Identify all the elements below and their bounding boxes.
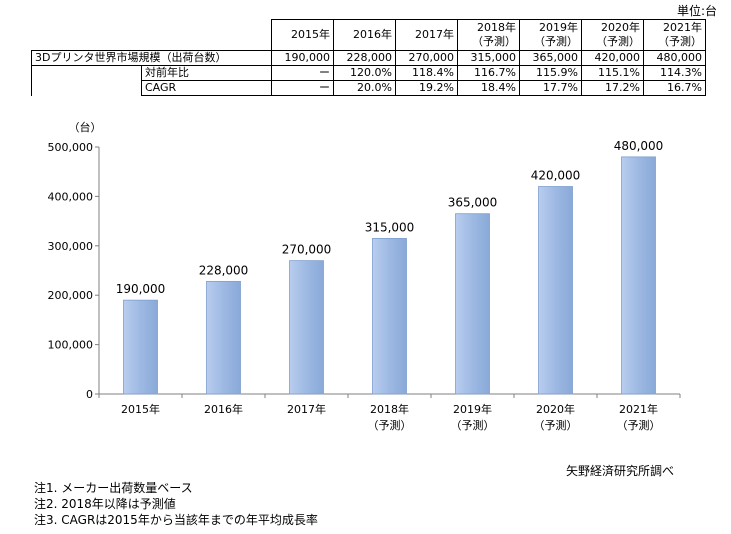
x-tick-label: 2021年 xyxy=(619,402,658,416)
table-cell: 120.0% xyxy=(333,65,396,81)
bar xyxy=(123,299,158,395)
table-row: CAGR ー 20.0% 19.2% 18.4% 17.7% 17.2% 16.… xyxy=(32,80,706,96)
x-tick-label: （予測） xyxy=(368,418,412,432)
table-cell: ー xyxy=(271,80,334,96)
y-axis-unit-label: （台） xyxy=(69,120,102,134)
bar xyxy=(455,213,490,395)
x-tick-label: 2015年 xyxy=(121,402,160,416)
data-label: 480,000 xyxy=(614,139,664,153)
table-cell: 16.7% xyxy=(643,80,706,96)
table-header-cell: 2015年 xyxy=(271,19,334,51)
table-header-cell: 2019年 （予測） xyxy=(519,19,582,51)
x-tick-label: 2020年 xyxy=(536,402,575,416)
table-header-cell: 2021年 （予測） xyxy=(643,19,706,51)
table-cell: 18.4% xyxy=(457,80,520,96)
x-tick-label: （予測） xyxy=(451,418,495,432)
note-1: 注1. メーカー出荷数量ベース xyxy=(34,481,193,495)
bar xyxy=(538,186,573,395)
y-tick-label: 300,000 xyxy=(48,240,94,253)
table-cell: 17.7% xyxy=(519,80,582,96)
y-tick-label: 0 xyxy=(86,388,93,401)
x-tick-label: （予測） xyxy=(617,418,661,432)
row-label: 3Dプリンタ世界市場規模（出荷台数） xyxy=(31,50,272,66)
data-label: 315,000 xyxy=(365,220,415,234)
bar xyxy=(206,280,241,395)
x-tick-label: 2016年 xyxy=(204,402,243,416)
y-tick-label: 400,000 xyxy=(48,190,94,203)
table-header-cell: 2016年 xyxy=(333,19,396,51)
x-tick-label: 2018年 xyxy=(370,402,409,416)
notes: 注1. メーカー出荷数量ベース 注2. 2018年以降は予測値 注3. CAGR… xyxy=(34,480,318,528)
data-label: 270,000 xyxy=(282,243,332,257)
x-tick-label: 2017年 xyxy=(287,402,326,416)
table-header-cell: 2020年 （予測） xyxy=(581,19,644,51)
table-cell: 116.7% xyxy=(457,65,520,81)
y-tick-label: 100,000 xyxy=(48,339,94,352)
row-indent xyxy=(31,65,142,96)
table-cell: 115.9% xyxy=(519,65,582,81)
source-credit: 矢野経済研究所調べ xyxy=(566,464,675,478)
table-header-row: 2015年 2016年 2017年 2018年 （予測） 2019年 （予測） 20… xyxy=(31,19,706,51)
x-tick-label: （予測） xyxy=(534,418,578,432)
table-row: 3Dプリンタ世界市場規模（出荷台数） 190,000 228,000 270,0… xyxy=(31,50,706,66)
unit-label: 単位:台 xyxy=(676,4,717,18)
table-cell: 270,000 xyxy=(395,50,458,66)
bar xyxy=(372,237,407,395)
market-size-table: 2015年 2016年 2017年 2018年 （予測） 2019年 （予測） 20… xyxy=(31,19,706,96)
table-row: 対前年比 ー 120.0% 118.4% 116.7% 115.9% 115.1… xyxy=(31,65,706,96)
note-3: 注3. CAGRは2015年から当該年までの年平均成長率 xyxy=(34,513,318,527)
bar xyxy=(621,156,656,395)
y-tick-label: 200,000 xyxy=(48,289,94,302)
table-cell: 114.3% xyxy=(643,65,706,81)
table-cell: 20.0% xyxy=(333,80,396,96)
y-tick-label: 500,000 xyxy=(48,141,94,154)
x-tick-label: 2019年 xyxy=(453,402,492,416)
data-label: 365,000 xyxy=(448,196,498,210)
bar xyxy=(289,260,324,395)
data-label: 228,000 xyxy=(199,263,249,277)
table-header-cell: 2018年 （予測） xyxy=(457,19,520,51)
data-label: 420,000 xyxy=(531,169,581,183)
table-cell: 17.2% xyxy=(581,80,644,96)
table-cell: 315,000 xyxy=(457,50,520,66)
note-2: 注2. 2018年以降は予測値 xyxy=(34,497,176,511)
table-cell: 19.2% xyxy=(395,80,458,96)
data-label: 190,000 xyxy=(116,282,166,296)
